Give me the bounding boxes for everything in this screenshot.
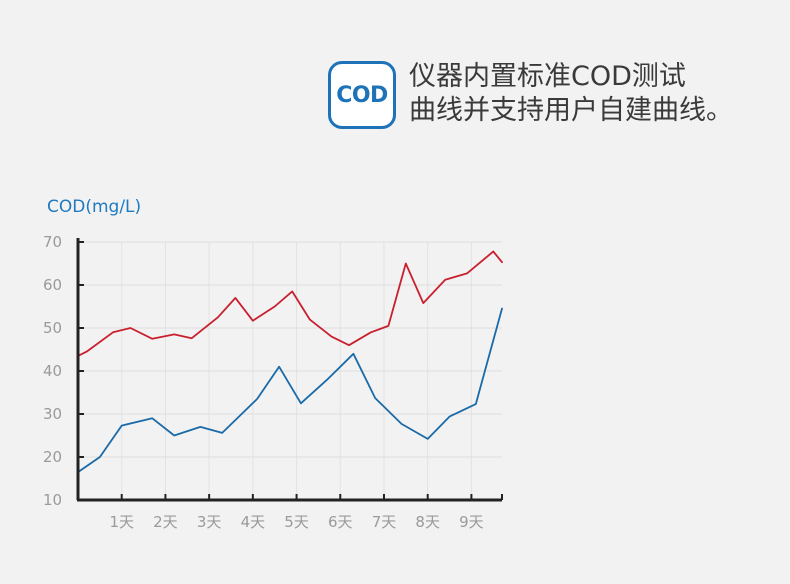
badge-label: COD [336, 82, 388, 108]
x-tick-label: 2天 [153, 513, 178, 531]
y-tick-label: 70 [43, 233, 62, 251]
x-tick-label: 4天 [241, 513, 266, 531]
axes [76, 238, 503, 502]
y-tick-label: 40 [43, 362, 62, 380]
y-tick-label: 50 [43, 319, 62, 337]
x-tick-label: 8天 [415, 513, 440, 531]
x-tick-label: 6天 [328, 513, 353, 531]
x-tick-label: 1天 [109, 513, 134, 531]
x-tick-label: 3天 [197, 513, 222, 531]
y-tick-label: 30 [43, 405, 62, 423]
headline: 仪器内置标准COD测试 曲线并支持用户自建曲线。 [409, 60, 779, 128]
x-tick-label: 9天 [459, 513, 484, 531]
y-tick-label: 10 [43, 491, 62, 509]
series-line-2 [77, 307, 503, 474]
headline-line-1: 仪器内置标准COD测试 [409, 61, 686, 92]
y-tick-label: 60 [43, 276, 62, 294]
headline-line-2: 曲线并支持用户自建曲线。 [409, 95, 733, 126]
grid [78, 241, 502, 500]
series-layer [77, 250, 503, 474]
series-line-1 [77, 250, 503, 357]
cod-badge-icon: COD [328, 61, 396, 129]
tick-labels: 10 20 30 40 50 60 70 1天 2天 3天 4天 5天 6天 7天 8天 9天 [43, 233, 484, 531]
y-tick-label: 20 [43, 448, 62, 466]
x-tick-label: 7天 [372, 513, 397, 531]
y-axis-label: COD(mg/L) [47, 197, 142, 217]
x-tick-label: 5天 [284, 513, 309, 531]
